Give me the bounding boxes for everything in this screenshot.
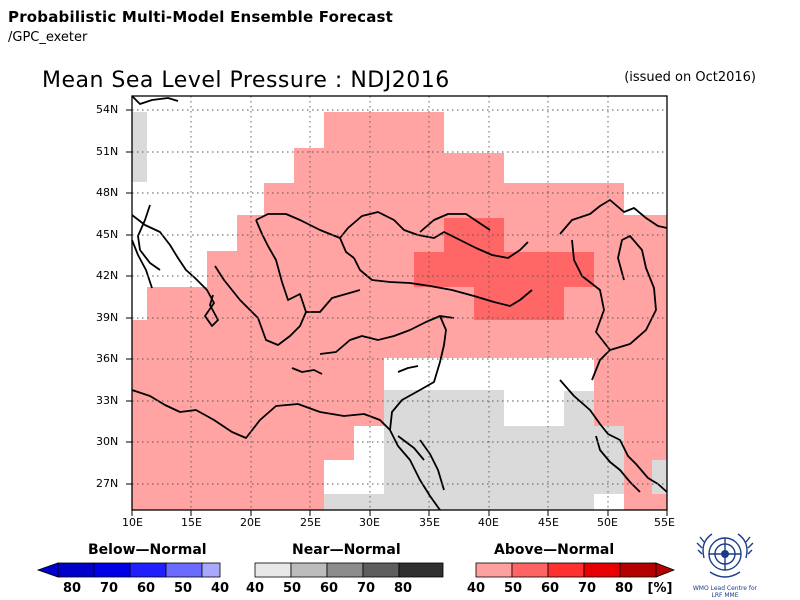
- legend-near-tick: 50: [282, 581, 302, 596]
- legend-above-bar: [475, 562, 676, 578]
- lat-label: 30N: [96, 435, 119, 448]
- no-signal-cell: [504, 358, 564, 425]
- legend-above-tick: 50: [503, 581, 523, 596]
- coastlines: [131, 95, 668, 511]
- wmo-logo: [696, 533, 754, 578]
- lon-label: 20E: [240, 516, 261, 529]
- legend-above-tick: 80: [614, 581, 634, 596]
- lat-label: 54N: [96, 103, 119, 116]
- axis-ticks: [126, 109, 668, 516]
- lat-label: 36N: [96, 352, 119, 365]
- legend-above-tick: 40: [466, 581, 486, 596]
- legend-near-tick: 40: [245, 581, 265, 596]
- legend-below-tick: 60: [136, 581, 156, 596]
- lon-label: 25E: [300, 516, 321, 529]
- legend-near-title: Near—Normal: [292, 542, 401, 558]
- legend-above-title: Above—Normal: [494, 542, 615, 558]
- legend-below-tick: 80: [62, 581, 82, 596]
- lat-label: 33N: [96, 394, 119, 407]
- no-signal-cell: [594, 494, 624, 510]
- legend-below-tick: 70: [99, 581, 119, 596]
- near-normal-region: [324, 390, 624, 510]
- wmo-logo-caption: WMO Lead Centre for LRF MME: [692, 585, 758, 599]
- legend-near-tick: 60: [319, 581, 339, 596]
- legend-above-tick: 70: [577, 581, 597, 596]
- legend-near-bar: [254, 562, 444, 578]
- lon-label: 35E: [419, 516, 440, 529]
- near-normal-cell-north: [132, 112, 147, 182]
- lat-label: 42N: [96, 269, 119, 282]
- lon-label: 10E: [122, 516, 143, 529]
- legend-below-tick: 50: [173, 581, 193, 596]
- legend-below-title: Below—Normal: [88, 542, 207, 558]
- lon-label: 15E: [181, 516, 202, 529]
- graticule: [132, 96, 667, 510]
- no-signal-cell: [354, 460, 384, 494]
- legend-unit: [%]: [647, 581, 673, 596]
- above-normal-40-region: [132, 112, 667, 510]
- lat-label: 48N: [96, 186, 119, 199]
- lat-label: 27N: [96, 477, 119, 490]
- lon-label: 55E: [654, 516, 675, 529]
- lon-label: 45E: [538, 516, 559, 529]
- map-frame: [131, 95, 668, 511]
- product-source: /GPC_exeter: [8, 30, 88, 45]
- lon-label: 50E: [597, 516, 618, 529]
- lat-label: 45N: [96, 228, 119, 241]
- legend-near-tick: 70: [356, 581, 376, 596]
- legend-below-bar: [36, 562, 221, 578]
- legend-near-tick: 80: [393, 581, 413, 596]
- legend-below-tick: 40: [210, 581, 230, 596]
- lon-label: 30E: [359, 516, 380, 529]
- map-title: Mean Sea Level Pressure : NDJ2016: [42, 68, 450, 93]
- issued-date: (issued on Oct2016): [624, 70, 756, 85]
- product-title: Probabilistic Multi-Model Ensemble Forec…: [8, 8, 394, 26]
- near-normal-cell-east: [652, 460, 667, 494]
- lat-label: 39N: [96, 311, 119, 324]
- lat-label: 51N: [96, 145, 119, 158]
- lon-label: 40E: [478, 516, 499, 529]
- probability-shading: [132, 112, 667, 510]
- above-normal-50-region: [414, 218, 594, 320]
- legend-above-tick: 60: [540, 581, 560, 596]
